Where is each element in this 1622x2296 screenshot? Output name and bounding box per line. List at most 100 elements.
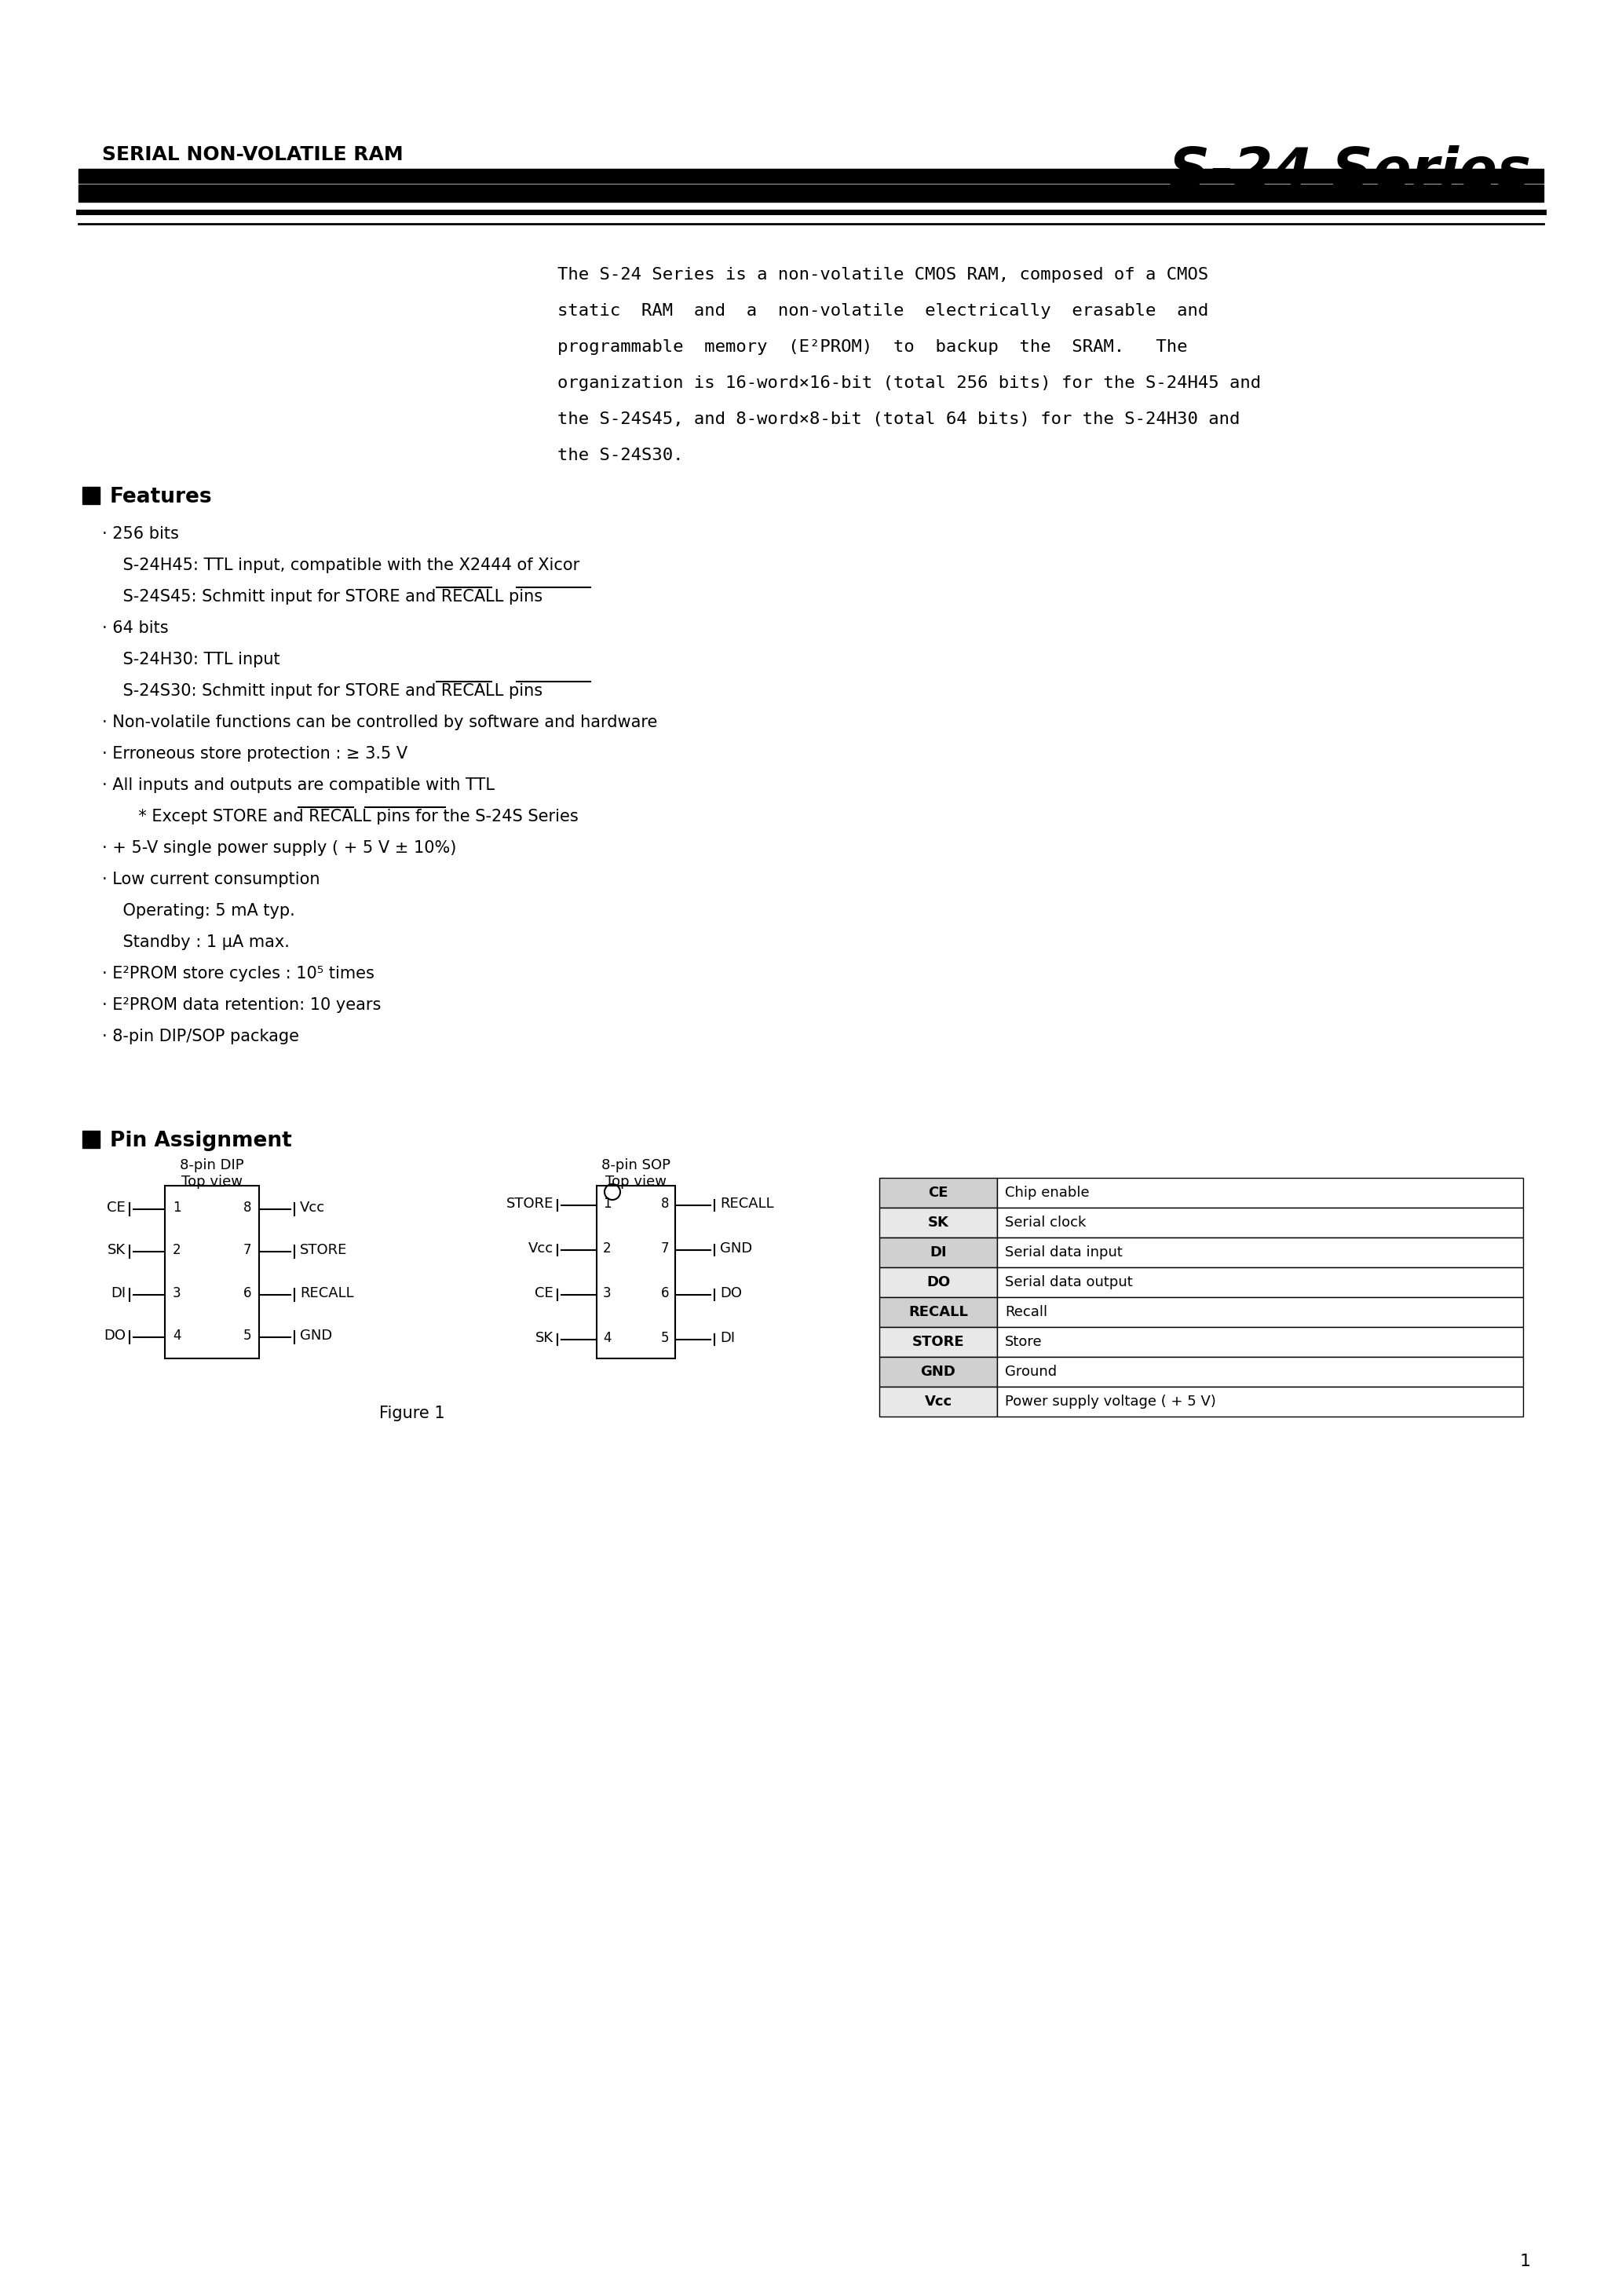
- Text: RECALL: RECALL: [908, 1304, 968, 1320]
- Text: Standby : 1 μA max.: Standby : 1 μA max.: [102, 934, 290, 951]
- Text: · All inputs and outputs are compatible with TTL: · All inputs and outputs are compatible …: [102, 778, 495, 792]
- Text: DO: DO: [720, 1286, 741, 1300]
- Text: 1: 1: [172, 1201, 182, 1215]
- Bar: [879, 1238, 998, 1267]
- Text: S-24S30: Schmitt input for STORE and RECALL pins: S-24S30: Schmitt input for STORE and REC…: [102, 684, 543, 698]
- Text: Figure 1: Figure 1: [380, 1405, 444, 1421]
- Text: GND: GND: [720, 1242, 753, 1256]
- Bar: [78, 170, 1544, 184]
- Text: DI: DI: [110, 1286, 125, 1300]
- Text: 4: 4: [603, 1332, 611, 1345]
- Text: S-24H45: TTL input, compatible with the X2444 of Xicor: S-24H45: TTL input, compatible with the …: [102, 558, 579, 574]
- Text: the S-24S45, and 8-word×8-bit (total 64 bits) for the S-24H30 and: the S-24S45, and 8-word×8-bit (total 64 …: [558, 411, 1239, 427]
- Bar: [879, 1208, 998, 1238]
- Text: CE: CE: [107, 1201, 125, 1215]
- Bar: [879, 1327, 998, 1357]
- Bar: [879, 1387, 998, 1417]
- Text: 8-pin DIP
Top view: 8-pin DIP Top view: [180, 1157, 243, 1189]
- Text: DO: DO: [104, 1329, 125, 1343]
- Text: · + 5-V single power supply ( + 5 V ± 10%): · + 5-V single power supply ( + 5 V ± 10…: [102, 840, 456, 856]
- Text: RECALL: RECALL: [720, 1196, 774, 1210]
- Text: DO: DO: [926, 1274, 950, 1290]
- Text: Power supply voltage ( + 5 V): Power supply voltage ( + 5 V): [1006, 1394, 1216, 1410]
- Text: STORE: STORE: [912, 1334, 965, 1350]
- Text: Pin Assignment: Pin Assignment: [110, 1130, 292, 1150]
- Text: 6: 6: [243, 1286, 251, 1300]
- Text: 7: 7: [660, 1242, 668, 1256]
- Text: · Low current consumption: · Low current consumption: [102, 872, 320, 886]
- Text: GND: GND: [300, 1329, 333, 1343]
- Text: · Erroneous store protection : ≥ 3.5 V: · Erroneous store protection : ≥ 3.5 V: [102, 746, 407, 762]
- Text: Serial clock: Serial clock: [1006, 1215, 1087, 1231]
- Text: organization is 16-word×16-bit (total 256 bits) for the S-24H45 and: organization is 16-word×16-bit (total 25…: [558, 374, 1260, 390]
- Text: S-24H30: TTL input: S-24H30: TTL input: [102, 652, 281, 668]
- Text: S-24 Series: S-24 Series: [1169, 145, 1531, 200]
- Text: DI: DI: [720, 1332, 735, 1345]
- Text: Vcc: Vcc: [300, 1201, 324, 1215]
- Text: 8: 8: [660, 1196, 668, 1210]
- Text: Features: Features: [110, 487, 212, 507]
- Text: 2: 2: [603, 1242, 611, 1256]
- Text: 5: 5: [660, 1332, 668, 1345]
- Text: 5: 5: [243, 1329, 251, 1343]
- Text: Serial data input: Serial data input: [1006, 1244, 1122, 1261]
- Bar: [879, 1297, 998, 1327]
- Text: Ground: Ground: [1006, 1364, 1058, 1380]
- Text: Serial data output: Serial data output: [1006, 1274, 1132, 1290]
- Text: RECALL: RECALL: [300, 1286, 354, 1300]
- Bar: [998, 1178, 1523, 1208]
- Text: 7: 7: [243, 1242, 251, 1258]
- Text: 8: 8: [243, 1201, 251, 1215]
- Text: CE: CE: [535, 1286, 553, 1300]
- Text: Recall: Recall: [1006, 1304, 1048, 1320]
- Text: Chip enable: Chip enable: [1006, 1185, 1090, 1201]
- Text: * Except STORE and RECALL pins for the S-24S Series: * Except STORE and RECALL pins for the S…: [102, 808, 579, 824]
- Text: Operating: 5 mA typ.: Operating: 5 mA typ.: [102, 902, 295, 918]
- Text: SK: SK: [928, 1215, 949, 1231]
- Bar: [879, 1357, 998, 1387]
- Text: SK: SK: [107, 1242, 125, 1258]
- Text: 3: 3: [603, 1286, 611, 1300]
- Text: 1: 1: [603, 1196, 611, 1210]
- Text: · 64 bits: · 64 bits: [102, 620, 169, 636]
- Bar: [597, 1185, 675, 1359]
- Text: S-24S45: Schmitt input for STORE and RECALL pins: S-24S45: Schmitt input for STORE and REC…: [102, 588, 543, 604]
- Text: programmable  memory  (E²PROM)  to  backup  the  SRAM.   The: programmable memory (E²PROM) to backup t…: [558, 340, 1187, 356]
- Text: 4: 4: [172, 1329, 182, 1343]
- Text: SK: SK: [535, 1332, 553, 1345]
- Text: GND: GND: [921, 1364, 955, 1380]
- Bar: [78, 184, 1544, 202]
- Text: · 8-pin DIP/SOP package: · 8-pin DIP/SOP package: [102, 1029, 298, 1045]
- Text: the S-24S30.: the S-24S30.: [558, 448, 683, 464]
- Text: 8-pin SOP
Top view: 8-pin SOP Top view: [602, 1157, 670, 1189]
- Text: · Non-volatile functions can be controlled by software and hardware: · Non-volatile functions can be controll…: [102, 714, 657, 730]
- Text: CE: CE: [928, 1185, 949, 1201]
- Bar: [998, 1357, 1523, 1387]
- Text: · E²PROM data retention: 10 years: · E²PROM data retention: 10 years: [102, 996, 381, 1013]
- Bar: [879, 1267, 998, 1297]
- Bar: [998, 1267, 1523, 1297]
- Bar: [879, 1178, 998, 1208]
- Text: 6: 6: [660, 1286, 668, 1300]
- Text: SERIAL NON-VOLATILE RAM: SERIAL NON-VOLATILE RAM: [102, 145, 404, 163]
- Text: Store: Store: [1006, 1334, 1043, 1350]
- Text: STORE: STORE: [506, 1196, 553, 1210]
- Text: static  RAM  and  a  non-volatile  electrically  erasable  and: static RAM and a non-volatile electrical…: [558, 303, 1208, 319]
- Bar: [998, 1387, 1523, 1417]
- Bar: [998, 1327, 1523, 1357]
- Text: The S-24 Series is a non-volatile CMOS RAM, composed of a CMOS: The S-24 Series is a non-volatile CMOS R…: [558, 266, 1208, 282]
- Text: · E²PROM store cycles : 10⁵ times: · E²PROM store cycles : 10⁵ times: [102, 967, 375, 980]
- Bar: [83, 487, 99, 505]
- Bar: [998, 1297, 1523, 1327]
- Bar: [83, 1130, 99, 1148]
- Text: · 256 bits: · 256 bits: [102, 526, 178, 542]
- Text: STORE: STORE: [300, 1242, 347, 1258]
- Bar: [998, 1208, 1523, 1238]
- Bar: [998, 1238, 1523, 1267]
- Text: 3: 3: [172, 1286, 182, 1300]
- Text: 1: 1: [1520, 2255, 1531, 2268]
- Text: Vcc: Vcc: [529, 1242, 553, 1256]
- Text: Vcc: Vcc: [925, 1394, 952, 1410]
- Bar: [165, 1185, 260, 1359]
- Text: DI: DI: [929, 1244, 947, 1261]
